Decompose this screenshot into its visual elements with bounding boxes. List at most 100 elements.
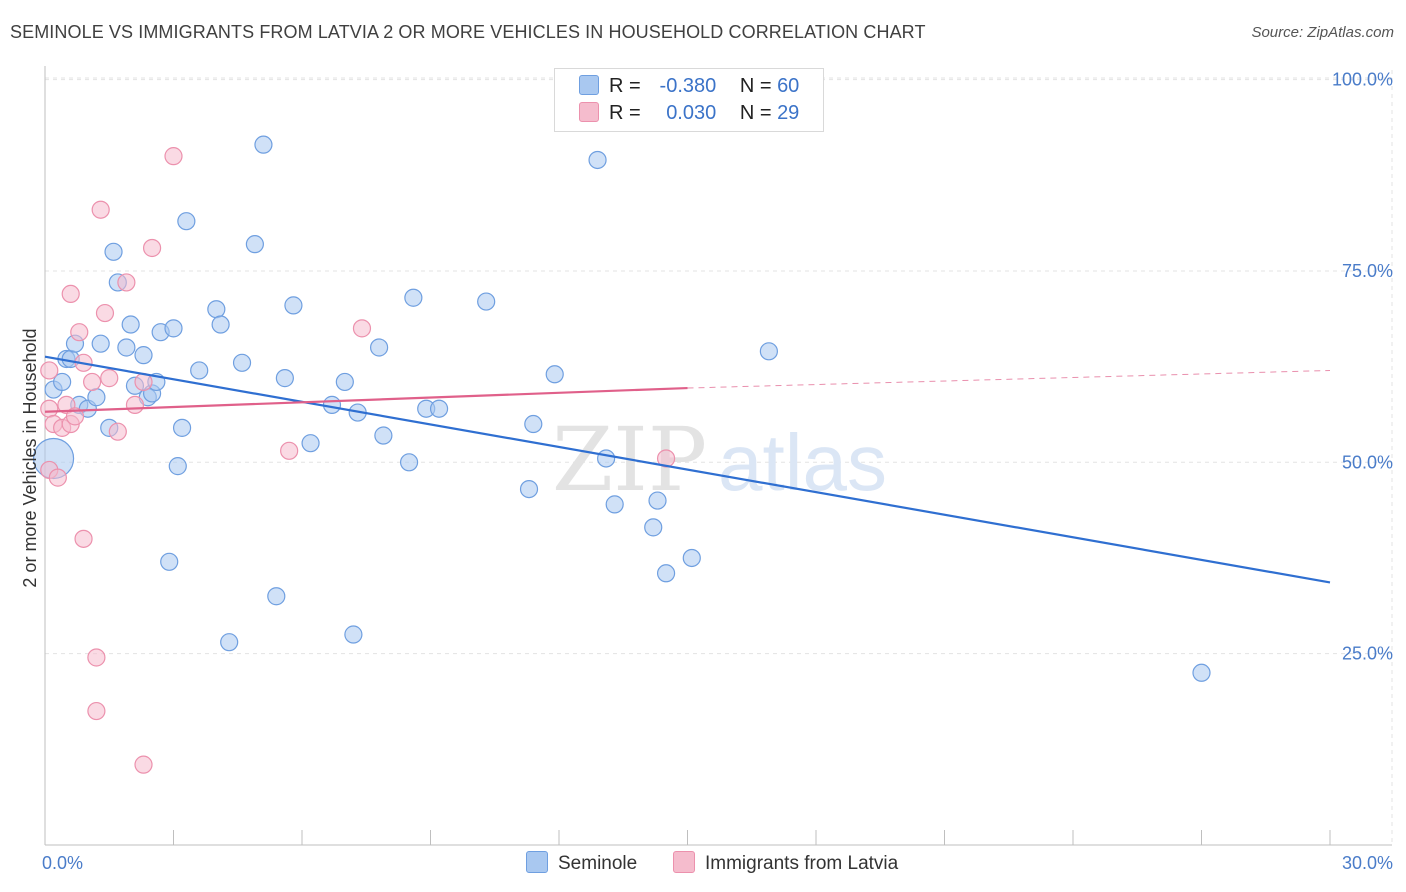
seminole-point	[190, 361, 209, 380]
seminole-point	[275, 369, 294, 388]
latvia-point	[108, 422, 127, 441]
legend-row-latvia: R = 0.030 N = 29	[579, 102, 799, 128]
data-points	[32, 135, 1211, 774]
watermark-atlas: atlas	[718, 418, 887, 507]
latvia-trend-line-extension	[687, 369, 1331, 389]
seminole-point	[682, 548, 701, 568]
y-tick-label: 25.0%	[1342, 644, 1393, 664]
seminole-point	[399, 453, 419, 472]
seminole-point	[87, 388, 106, 407]
seminole-point	[172, 418, 192, 437]
legend-item-latvia[interactable]: Immigrants from Latvia	[673, 851, 898, 875]
seminole-point	[519, 479, 539, 499]
latvia-point	[352, 319, 372, 338]
seminole-point	[177, 212, 196, 231]
n-label: N =	[739, 75, 772, 97]
latvia-point	[48, 468, 67, 487]
latvia-n-value: 29	[777, 102, 800, 124]
latvia-r-value: 0.030	[666, 102, 717, 124]
n-label: N =	[739, 102, 772, 124]
seminole-point	[160, 552, 179, 571]
seminole-point	[254, 135, 273, 154]
seminole-point	[605, 495, 624, 514]
seminole-point	[545, 365, 564, 384]
seminole-point	[656, 564, 676, 583]
latvia-point	[91, 200, 110, 219]
trend-lines	[44, 355, 1331, 584]
seminole-point	[370, 338, 389, 357]
latvia-legend-swatch	[673, 851, 695, 873]
latvia-point	[70, 323, 89, 342]
seminole-point	[267, 587, 286, 606]
seminole-point	[284, 296, 303, 315]
stats-legend: R = -0.380 N = 60 R = 0.030 N = 29	[554, 68, 824, 132]
r-label: R =	[609, 75, 641, 97]
seminole-point	[121, 315, 140, 334]
seminole-r-value: -0.380	[659, 75, 717, 97]
latvia-point	[65, 407, 85, 426]
seminole-point	[301, 434, 320, 453]
seminole-point	[344, 625, 363, 644]
x-tick-label: 30.0%	[1342, 853, 1393, 873]
latvia-legend-label: Immigrants from Latvia	[705, 853, 899, 874]
seminole-point	[648, 491, 667, 510]
seminole-n-value: 60	[777, 75, 800, 97]
latvia-point	[40, 399, 59, 418]
seminole-point	[164, 319, 183, 338]
seminole-point	[429, 399, 449, 418]
latvia-swatch	[579, 102, 599, 122]
latvia-point	[142, 238, 162, 258]
seminole-point	[335, 372, 354, 392]
y-axis-label: 2 or more Vehicles in Household	[20, 328, 40, 587]
y-tick-label: 100.0%	[1332, 70, 1393, 90]
seminole-point	[220, 633, 239, 652]
seminole-point	[117, 338, 136, 357]
latvia-point	[117, 273, 136, 292]
latvia-point	[125, 395, 145, 414]
seminole-trend-line	[44, 355, 1331, 584]
seminole-point	[207, 300, 226, 319]
source-credit: Source: ZipAtlas.com	[1251, 24, 1394, 41]
seminole-point	[104, 242, 123, 261]
seminole-point	[524, 414, 543, 434]
watermark: ZIP atlas	[552, 408, 887, 511]
latvia-point	[40, 361, 59, 380]
seminole-legend-swatch	[526, 851, 548, 873]
seminole-point	[404, 288, 423, 307]
latvia-point	[100, 369, 119, 388]
seminole-swatch	[579, 75, 599, 95]
latvia-trend-line	[44, 386, 688, 413]
seminole-point	[1192, 663, 1211, 682]
seminole-point	[322, 395, 342, 414]
seminole-point	[245, 235, 264, 254]
latvia-point	[134, 755, 153, 774]
y-tick-label: 75.0%	[1342, 261, 1393, 281]
seminole-point	[232, 353, 252, 372]
seminole-point	[134, 346, 153, 365]
seminole-point	[91, 334, 110, 353]
seminole-point	[477, 292, 496, 311]
seminole-point	[759, 342, 778, 361]
latvia-point	[74, 529, 93, 548]
y-tick-label: 50.0%	[1342, 452, 1393, 472]
seminole-point	[53, 372, 72, 392]
seminole-legend-label: Seminole	[558, 853, 638, 874]
latvia-point	[95, 303, 115, 323]
latvia-point	[656, 449, 676, 468]
latvia-point	[164, 147, 183, 166]
legend-item-seminole[interactable]: Seminole	[526, 851, 637, 875]
r-label: R =	[609, 102, 641, 124]
x-tick-labels: 0.0% 30.0%	[42, 853, 1393, 873]
latvia-point	[87, 648, 106, 667]
legend-row-seminole: R = -0.380 N = 60	[579, 75, 799, 101]
x-tick-label: 0.0%	[42, 853, 83, 873]
seminole-point	[597, 449, 616, 468]
latvia-point	[87, 701, 106, 721]
gridlines	[45, 70, 1393, 845]
seminole-point	[588, 150, 607, 170]
seminole-point	[374, 426, 393, 445]
latvia-point	[83, 372, 102, 392]
latvia-point	[61, 284, 80, 304]
y-tick-labels: 25.0% 50.0% 75.0% 100.0%	[1332, 70, 1393, 664]
